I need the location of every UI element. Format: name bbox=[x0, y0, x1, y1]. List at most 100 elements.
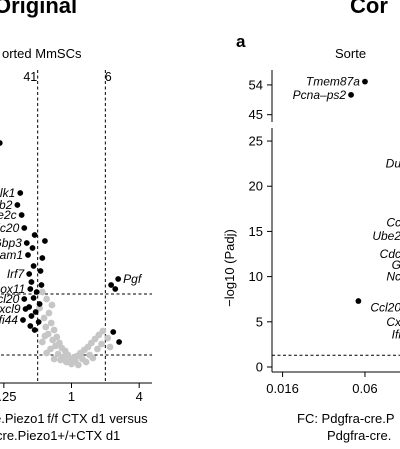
right-y-axis-label: −log10 (Padj) bbox=[222, 229, 237, 307]
left-sig-point bbox=[18, 212, 25, 218]
left-gene-label: Ncam1 bbox=[0, 248, 23, 262]
left-sig-point bbox=[20, 317, 26, 323]
right-y-tick-label: 20 bbox=[249, 179, 263, 194]
left-grey-point bbox=[42, 323, 50, 331]
left-grey-point bbox=[106, 343, 114, 351]
left-grey-point bbox=[68, 360, 75, 368]
right-y-tick-label: 5 bbox=[256, 314, 263, 329]
left-subtitle: orted MmSCs bbox=[2, 46, 82, 61]
right-gene-label: Pcna–ps2 bbox=[293, 88, 347, 102]
left-sig-point bbox=[115, 276, 122, 282]
left-sig-point bbox=[27, 286, 34, 292]
left-sig-point bbox=[14, 202, 21, 208]
left-sig-point bbox=[31, 327, 38, 333]
right-gene-label: Ifi bbox=[392, 327, 400, 341]
left-sig-point bbox=[17, 190, 24, 196]
left-grey-point bbox=[62, 358, 70, 366]
left-sig-point bbox=[0, 140, 3, 146]
left-gene-label: Ube2c bbox=[0, 208, 17, 222]
right-gene-label: Cx bbox=[386, 315, 400, 329]
right-xlabel-line-1: FC: Pdgfra-cre.P bbox=[297, 411, 395, 426]
left-x-tick-label: 0.25 bbox=[0, 389, 16, 404]
left-sig-point bbox=[26, 271, 33, 277]
left-sig-point bbox=[26, 304, 33, 310]
left-grey-point bbox=[47, 319, 55, 327]
left-sig-point bbox=[116, 339, 122, 345]
left-grey-point bbox=[43, 349, 50, 357]
right-gene-label: Ube2 bbox=[372, 229, 400, 243]
left-grey-point bbox=[50, 355, 58, 363]
left-grey-point bbox=[49, 336, 57, 344]
left-sig-point bbox=[23, 240, 30, 246]
left-grey-point bbox=[57, 356, 65, 364]
left-sig-point bbox=[39, 255, 46, 261]
left-sig-point bbox=[112, 286, 119, 292]
left-volcano-plot: orted MmSCs416s2Duoxa1Plk1Ccnb2Ube2cCdc2… bbox=[0, 46, 152, 443]
left-sig-point bbox=[29, 245, 36, 251]
left-sig-point bbox=[38, 282, 45, 288]
left-grey-point bbox=[98, 340, 105, 348]
left-sig-point bbox=[35, 319, 42, 325]
right-gene-label: Tmem87a bbox=[306, 75, 360, 89]
left-sig-point bbox=[37, 268, 44, 274]
left-grey-point bbox=[43, 295, 50, 303]
left-gene-label: Ccnb2 bbox=[0, 198, 13, 212]
left-count-label-0: 41 bbox=[23, 70, 37, 84]
right-y-tick-label: 45 bbox=[249, 107, 263, 122]
left-gene-label: Cxcl9 bbox=[0, 302, 21, 316]
left-sig-point bbox=[30, 295, 37, 301]
right-subtitle: Sorte bbox=[335, 46, 366, 61]
left-xlabel-line-2: cre.Piezo1+/+CTX d1 bbox=[0, 428, 120, 443]
left-x-tick-label: 1 bbox=[68, 389, 75, 404]
left-grey-point bbox=[38, 288, 46, 296]
left-sig-point bbox=[28, 279, 35, 285]
right-sig-point bbox=[348, 91, 354, 98]
left-gene-label: Pgf bbox=[123, 272, 143, 286]
left-grey-point bbox=[94, 345, 101, 353]
left-sig-point bbox=[42, 238, 48, 244]
left-grey-point bbox=[54, 350, 62, 358]
right-y-tick-label: 10 bbox=[249, 269, 263, 284]
right-gene-label: G bbox=[392, 258, 400, 272]
right-gene-label: Du bbox=[386, 157, 400, 171]
left-sig-point bbox=[28, 313, 35, 319]
right-x-tick-label: 0.06 bbox=[352, 381, 377, 396]
right-gene-label: Ccl20 bbox=[370, 300, 400, 314]
left-sig-point bbox=[108, 282, 115, 288]
right-xlabel-line-2: Pdgfra-cre. bbox=[327, 428, 391, 443]
right-gene-label: Cc bbox=[386, 215, 400, 229]
left-grey-point bbox=[82, 358, 90, 366]
right-x-tick-label: 0.016 bbox=[266, 381, 299, 396]
right-gene-label: Cdc bbox=[380, 247, 400, 261]
left-grey-point bbox=[40, 314, 48, 322]
right-y-tick-label: 0 bbox=[256, 360, 263, 375]
left-grey-point bbox=[48, 301, 56, 309]
left-grey-point bbox=[45, 309, 53, 317]
left-grey-point bbox=[41, 332, 49, 340]
right-y-tick-label: 25 bbox=[249, 134, 263, 149]
right-y-tick-label: 54 bbox=[249, 77, 263, 92]
left-count-label-1: 6 bbox=[105, 70, 112, 84]
left-grey-point bbox=[38, 338, 46, 346]
left-gene-label: Plk1 bbox=[0, 186, 15, 200]
left-sig-point bbox=[25, 252, 31, 258]
right-gene-label: Nc bbox=[386, 270, 400, 284]
left-gene-label: Irf7 bbox=[7, 267, 26, 281]
left-sig-point bbox=[30, 263, 37, 269]
left-gene-label: Cdc20 bbox=[0, 221, 20, 235]
left-grey-point bbox=[74, 361, 82, 369]
left-sig-point bbox=[27, 323, 34, 329]
left-title: Original bbox=[0, 0, 77, 18]
left-sig-point bbox=[33, 289, 40, 295]
left-grey-point bbox=[104, 334, 112, 342]
right-y-tick-label: 15 bbox=[249, 224, 263, 239]
left-gene-label: Gbp3 bbox=[0, 236, 22, 250]
left-grey-point bbox=[89, 354, 97, 362]
left-sig-point bbox=[31, 232, 38, 238]
left-grey-point bbox=[99, 327, 107, 335]
left-sig-point bbox=[32, 309, 39, 315]
left-x-tick-label: 4 bbox=[136, 389, 143, 404]
